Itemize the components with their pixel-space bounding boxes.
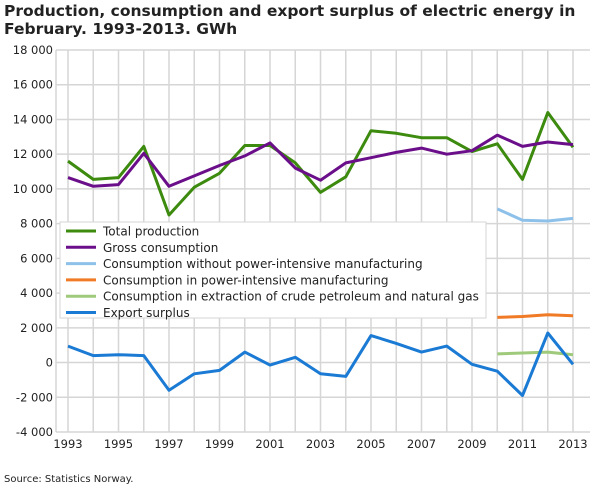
series-line-3 [497,313,574,319]
y-tick-label: 10 000 [13,182,53,196]
y-tick-label: 2 000 [20,321,53,335]
legend-box [59,221,487,319]
source-note: Source: Statistics Norway. [4,474,134,485]
x-tick-label: 2007 [407,437,436,451]
series-line-2 [496,207,574,223]
x-tick-label: 2001 [255,437,284,451]
legend-label: Export surplus [103,306,190,320]
x-tick-label: 1999 [205,437,234,451]
x-tick-label: 2011 [508,437,537,451]
y-tick-label: 4 000 [20,286,53,300]
y-tick-label: 6 000 [20,251,53,265]
legend-label: Consumption in power-intensive manufactu… [103,273,388,287]
y-tick-label: 12 000 [13,147,53,161]
x-tick-label: 1997 [154,437,183,451]
series-line-4 [497,350,574,357]
y-tick-label: 18 000 [13,43,53,57]
y-tick-label: -2 000 [16,390,53,404]
y-tick-label: 14 000 [13,112,53,126]
series-line-1 [67,133,574,188]
x-tick-label: 2005 [356,437,385,451]
x-tick-label: 2009 [457,437,486,451]
x-tick-label: 1993 [53,437,82,451]
legend-label: Total production [102,225,199,239]
x-tick-label: 2013 [558,437,587,451]
legend-label: Gross consumption [103,241,218,255]
y-tick-label: 8 000 [20,217,53,231]
x-tick-label: 2003 [306,437,335,451]
x-tick-label: 1995 [104,437,133,451]
y-tick-label: 0 [46,356,53,370]
y-tick-label: 16 000 [13,78,53,92]
series-line-0 [67,111,575,217]
legend-label: Consumption without power-intensive manu… [103,257,423,271]
y-tick-label: -4 000 [16,425,53,439]
chart-title: Production, consumption and export surpl… [4,2,576,38]
legend-label: Consumption in extraction of crude petro… [103,290,479,304]
series-line-5 [67,331,575,397]
